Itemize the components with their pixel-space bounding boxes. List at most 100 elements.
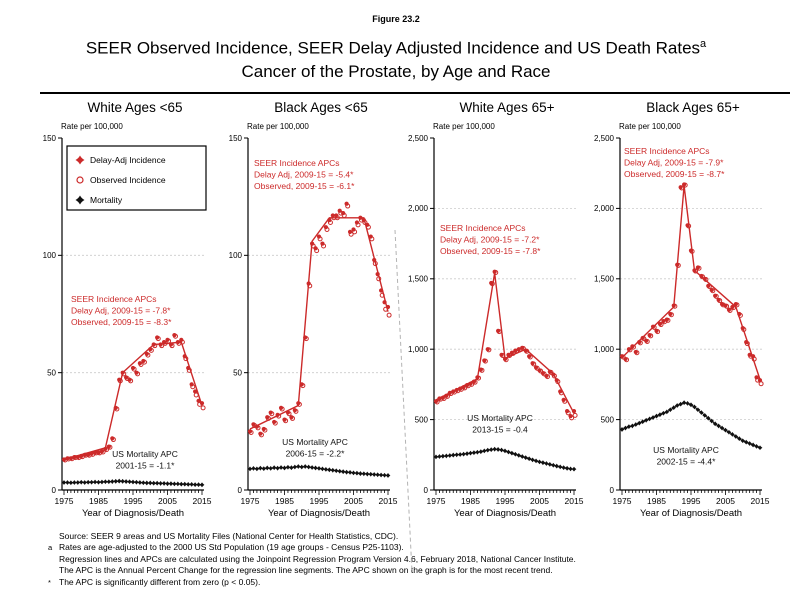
- delay-adj-incidence-series: [619, 182, 763, 382]
- y-axis-title: Rate per 100,000: [61, 122, 123, 131]
- svg-text:2001-15 = -1.1*: 2001-15 = -1.1*: [116, 460, 176, 470]
- y-axis: 0 500 1,000 1,500 2,000 2,500: [408, 133, 435, 494]
- svg-text:2005: 2005: [344, 496, 363, 506]
- delay-adj-incidence-series: [247, 201, 391, 436]
- svg-text:SEER Incidence APCs: SEER Incidence APCs: [254, 158, 340, 168]
- mortality-marker-icon: [75, 195, 85, 205]
- svg-text:Observed, 2009-15 = -6.1*: Observed, 2009-15 = -6.1*: [254, 181, 355, 191]
- observed-incidence-series: [434, 269, 578, 421]
- svg-text:Rate per 100,000: Rate per 100,000: [433, 122, 495, 131]
- footnote-joinpoint: Regression lines and APCs are calculated…: [59, 553, 576, 564]
- panel-black-65-plus: Black Ages 65+ 0 500 1,000 1,500 2,000 2,500 R…: [586, 98, 772, 527]
- svg-text:500: 500: [415, 415, 429, 424]
- svg-text:100: 100: [43, 251, 57, 260]
- svg-text:Year of Diagnosis/Death: Year of Diagnosis/Death: [268, 508, 370, 519]
- y-axis-title: Rate per 100,000: [619, 122, 681, 131]
- delay-adj-incidence-series: [61, 332, 205, 462]
- svg-text:SEER Incidence APCs: SEER Incidence APCs: [440, 223, 526, 233]
- mortality-series: [619, 399, 763, 450]
- svg-text:2,000: 2,000: [408, 204, 429, 213]
- svg-text:1985: 1985: [647, 496, 666, 506]
- charts-row: White Ages <65 0 50 100 150 Rate per 100,000…: [0, 98, 792, 572]
- panel-title-black-under-65: Black Ages <65: [274, 99, 368, 115]
- svg-text:1,500: 1,500: [594, 274, 615, 283]
- delay-adj-incidence-series: [433, 269, 577, 418]
- svg-text:1,000: 1,000: [594, 345, 615, 354]
- chart-black-under-65: 0 50 100 150 Rate per 100,000 1975 1985 1995 200…: [229, 122, 398, 519]
- svg-text:Year of Diagnosis/Death: Year of Diagnosis/Death: [454, 508, 556, 519]
- svg-text:US Mortality APC: US Mortality APC: [467, 413, 533, 423]
- panel-title-white-under-65: White Ages <65: [87, 99, 183, 115]
- chart-white-65-plus: 0 500 1,000 1,500 2,000 2,500 Rate per 100,000…: [408, 122, 584, 519]
- svg-text:500: 500: [601, 415, 615, 424]
- svg-text:150: 150: [229, 133, 243, 142]
- legend: Delay-Adj Incidence Observed Incidence Mor…: [66, 145, 207, 211]
- svg-text:Observed, 2009-15 = -8.7*: Observed, 2009-15 = -8.7*: [624, 169, 725, 179]
- svg-text:1985: 1985: [461, 496, 480, 506]
- svg-text:Year of Diagnosis/Death: Year of Diagnosis/Death: [82, 508, 184, 519]
- figure-title-line2: Cancer of the Prostate, by Age and Race: [241, 61, 551, 81]
- x-axis: 1975 1985 1995 2005 2015: [241, 489, 398, 506]
- svg-text:Rate per 100,000: Rate per 100,000: [247, 122, 309, 131]
- svg-text:2005: 2005: [158, 496, 177, 506]
- svg-text:1995: 1995: [310, 496, 329, 506]
- svg-text:SEER Incidence APCs: SEER Incidence APCs: [624, 146, 710, 156]
- svg-text:Observed Incidence: Observed Incidence: [90, 175, 166, 185]
- svg-text:Delay-Adj Incidence: Delay-Adj Incidence: [90, 155, 166, 165]
- observed-incidence-series: [62, 333, 206, 463]
- svg-text:Rate per 100,000: Rate per 100,000: [619, 122, 681, 131]
- svg-text:2006-15 = -2.2*: 2006-15 = -2.2*: [286, 448, 346, 458]
- footnote-significance: * The APC is significantly different from…: [48, 577, 261, 588]
- delay-adj-incidence-marker-icon: [75, 155, 85, 165]
- footnote-age-adjusted: a Rates are age-adjusted to the 2000 US S…: [48, 542, 404, 553]
- y-axis-title: Rate per 100,000: [247, 122, 309, 131]
- svg-text:0: 0: [610, 485, 615, 494]
- svg-text:0: 0: [424, 485, 429, 494]
- svg-text:1995: 1995: [124, 496, 143, 506]
- footnote-apc-definition: The APC is the Annual Percent Change for…: [59, 565, 553, 576]
- svg-text:1975: 1975: [613, 496, 632, 506]
- footnotes: Source: SEER 9 areas and US Mortality Fi…: [48, 531, 792, 589]
- svg-text:Delay Adj, 2009-15 = -7.2*: Delay Adj, 2009-15 = -7.2*: [440, 234, 540, 244]
- svg-text:2013-15 = -0.4: 2013-15 = -0.4: [472, 424, 528, 434]
- svg-text:2,500: 2,500: [594, 133, 615, 142]
- y-axis: 0 50 100 150: [43, 133, 63, 494]
- gridlines: [248, 254, 390, 373]
- svg-text:2015: 2015: [193, 496, 212, 506]
- svg-text:150: 150: [43, 133, 57, 142]
- svg-text:1985: 1985: [89, 496, 108, 506]
- figure-number: Figure 23.2: [372, 14, 420, 24]
- svg-text:2005: 2005: [530, 496, 549, 506]
- y-axis-title: Rate per 100,000: [433, 122, 495, 131]
- y-axis: 0 500 1,000 1,500 2,000 2,500: [594, 133, 621, 494]
- svg-text:2015: 2015: [379, 496, 398, 506]
- svg-text:50: 50: [47, 368, 56, 377]
- svg-text:2002-15 = -4.4*: 2002-15 = -4.4*: [657, 456, 717, 466]
- svg-text:Delay Adj, 2009-15 = -5.4*: Delay Adj, 2009-15 = -5.4*: [254, 169, 354, 179]
- mortality-series: [61, 478, 205, 487]
- incidence-trend-line: [249, 216, 389, 430]
- svg-text:1995: 1995: [496, 496, 515, 506]
- svg-text:50: 50: [233, 368, 242, 377]
- panel-title-white-65-plus: White Ages 65+: [459, 99, 555, 115]
- x-axis-title: Year of Diagnosis/Death: [82, 508, 184, 519]
- y-axis: 0 50 100 150: [229, 133, 249, 494]
- chart-white-under-65: 0 50 100 150 Rate per 100,000 1975 1985 1995 200…: [43, 122, 212, 519]
- svg-text:2,500: 2,500: [408, 133, 429, 142]
- svg-text:Rate per 100,000: Rate per 100,000: [61, 122, 123, 131]
- svg-text:1975: 1975: [427, 496, 446, 506]
- x-axis-title: Year of Diagnosis/Death: [640, 508, 742, 519]
- observed-incidence-series: [620, 182, 764, 386]
- footnote-marker-asterisk: *: [48, 578, 51, 588]
- svg-text:100: 100: [229, 251, 243, 260]
- svg-text:1995: 1995: [682, 496, 701, 506]
- svg-text:SEER Incidence APCs: SEER Incidence APCs: [71, 294, 157, 304]
- mortality-series: [433, 446, 577, 472]
- mortality-series: [247, 463, 391, 478]
